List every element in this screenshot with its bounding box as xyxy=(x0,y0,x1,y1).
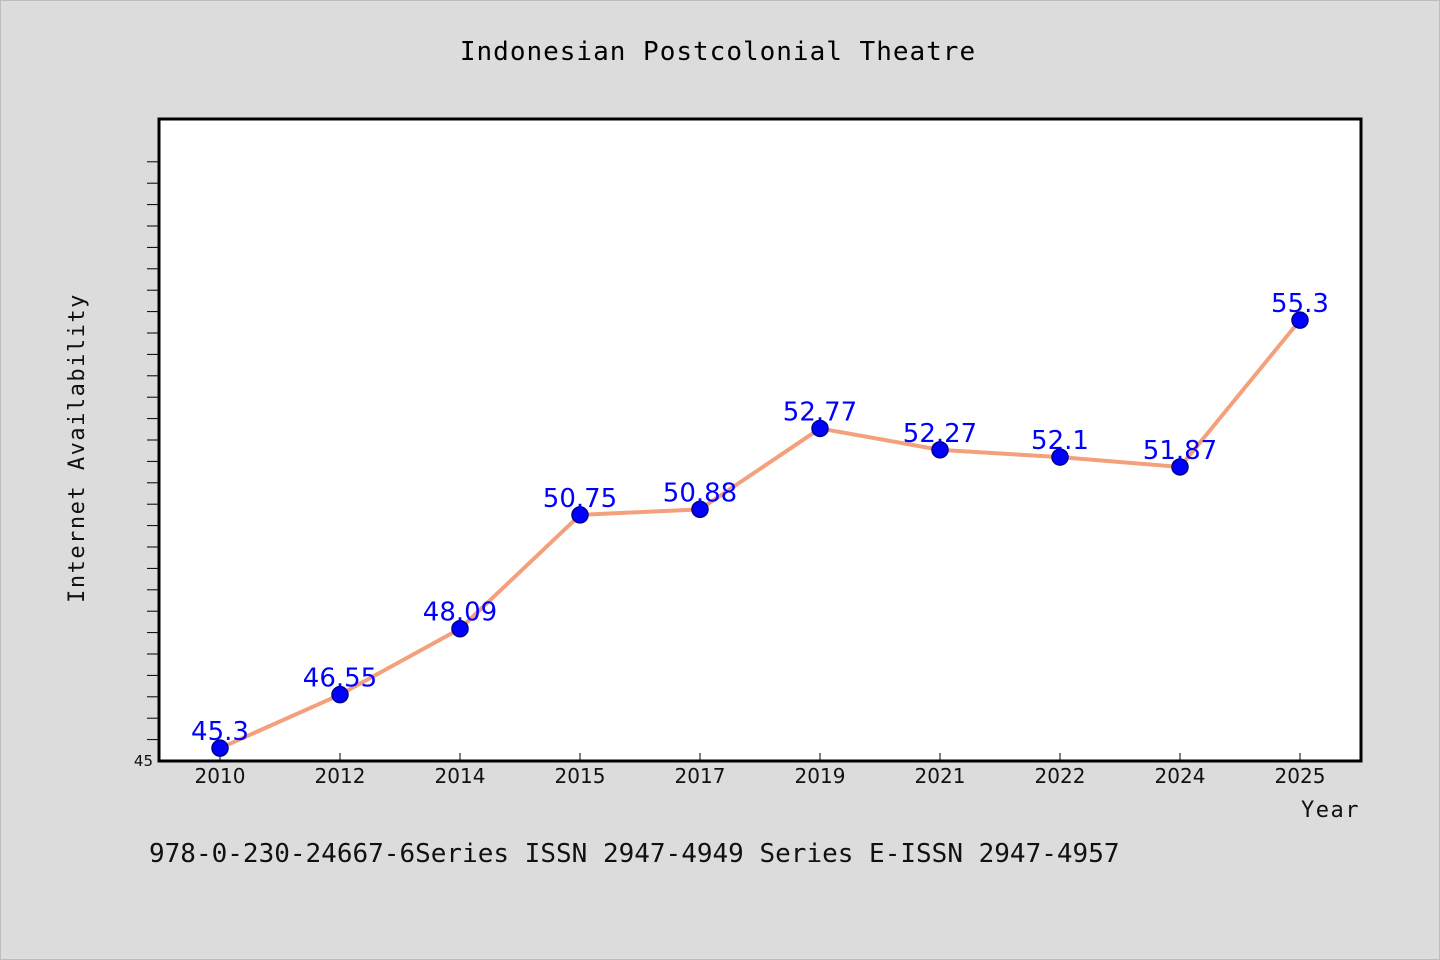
data-point xyxy=(1171,458,1189,476)
data-label: 48.09 xyxy=(423,598,497,628)
data-point xyxy=(931,441,949,459)
data-point xyxy=(451,619,469,638)
data-point xyxy=(211,739,229,757)
data-label: 52.1 xyxy=(1031,426,1089,456)
x-tick-label: 2021 xyxy=(915,764,966,788)
x-tick-label: 2025 xyxy=(1275,764,1326,788)
y-tick-label-45: 45 xyxy=(134,752,153,770)
data-markers xyxy=(211,311,1309,757)
data-point xyxy=(691,500,709,519)
x-tick-label: 2015 xyxy=(555,764,606,788)
x-tick-label: 2024 xyxy=(1155,764,1206,788)
x-axis-ticks: 2010 2012 2014 2015 2017 2019 2021 2022 2024 2025 xyxy=(195,753,1326,788)
x-tick-label: 2022 xyxy=(1035,764,1086,788)
x-axis-label: Year xyxy=(1301,798,1360,823)
data-label: 45.3 xyxy=(191,717,249,747)
chart-title: Indonesian Postcolonial Theatre xyxy=(460,37,976,67)
plot-area xyxy=(159,119,1361,761)
data-label: 55.3 xyxy=(1271,289,1329,319)
x-tick-label: 2017 xyxy=(675,764,726,788)
data-point xyxy=(571,506,589,524)
data-point xyxy=(811,419,829,438)
data-point xyxy=(1291,311,1309,329)
x-tick-label: 2010 xyxy=(195,764,246,788)
data-label: 50.75 xyxy=(543,484,617,514)
y-axis-label: Internet Availability xyxy=(65,293,90,603)
series-line xyxy=(219,318,1302,750)
data-labels: 45.3 46.55 48.09 50.75 50.88 52.77 52.27 52.1 51… xyxy=(191,289,1329,747)
y-axis-ticks xyxy=(147,161,159,741)
x-tick-label: 2019 xyxy=(795,764,846,788)
data-point xyxy=(1051,448,1069,466)
data-label: 46.55 xyxy=(303,664,377,694)
data-label: 52.77 xyxy=(783,397,857,427)
plot-frame xyxy=(157,117,1363,763)
data-label: 50.88 xyxy=(663,478,737,508)
data-label: 51.87 xyxy=(1143,436,1217,466)
x-tick-label: 2014 xyxy=(435,764,486,788)
x-tick-label: 2012 xyxy=(315,764,366,788)
data-label: 52.27 xyxy=(903,419,977,449)
data-point xyxy=(331,685,349,704)
footer-isbn-issn: 978-0-230-24667-6Series ISSN 2947-4949 S… xyxy=(149,839,1120,869)
